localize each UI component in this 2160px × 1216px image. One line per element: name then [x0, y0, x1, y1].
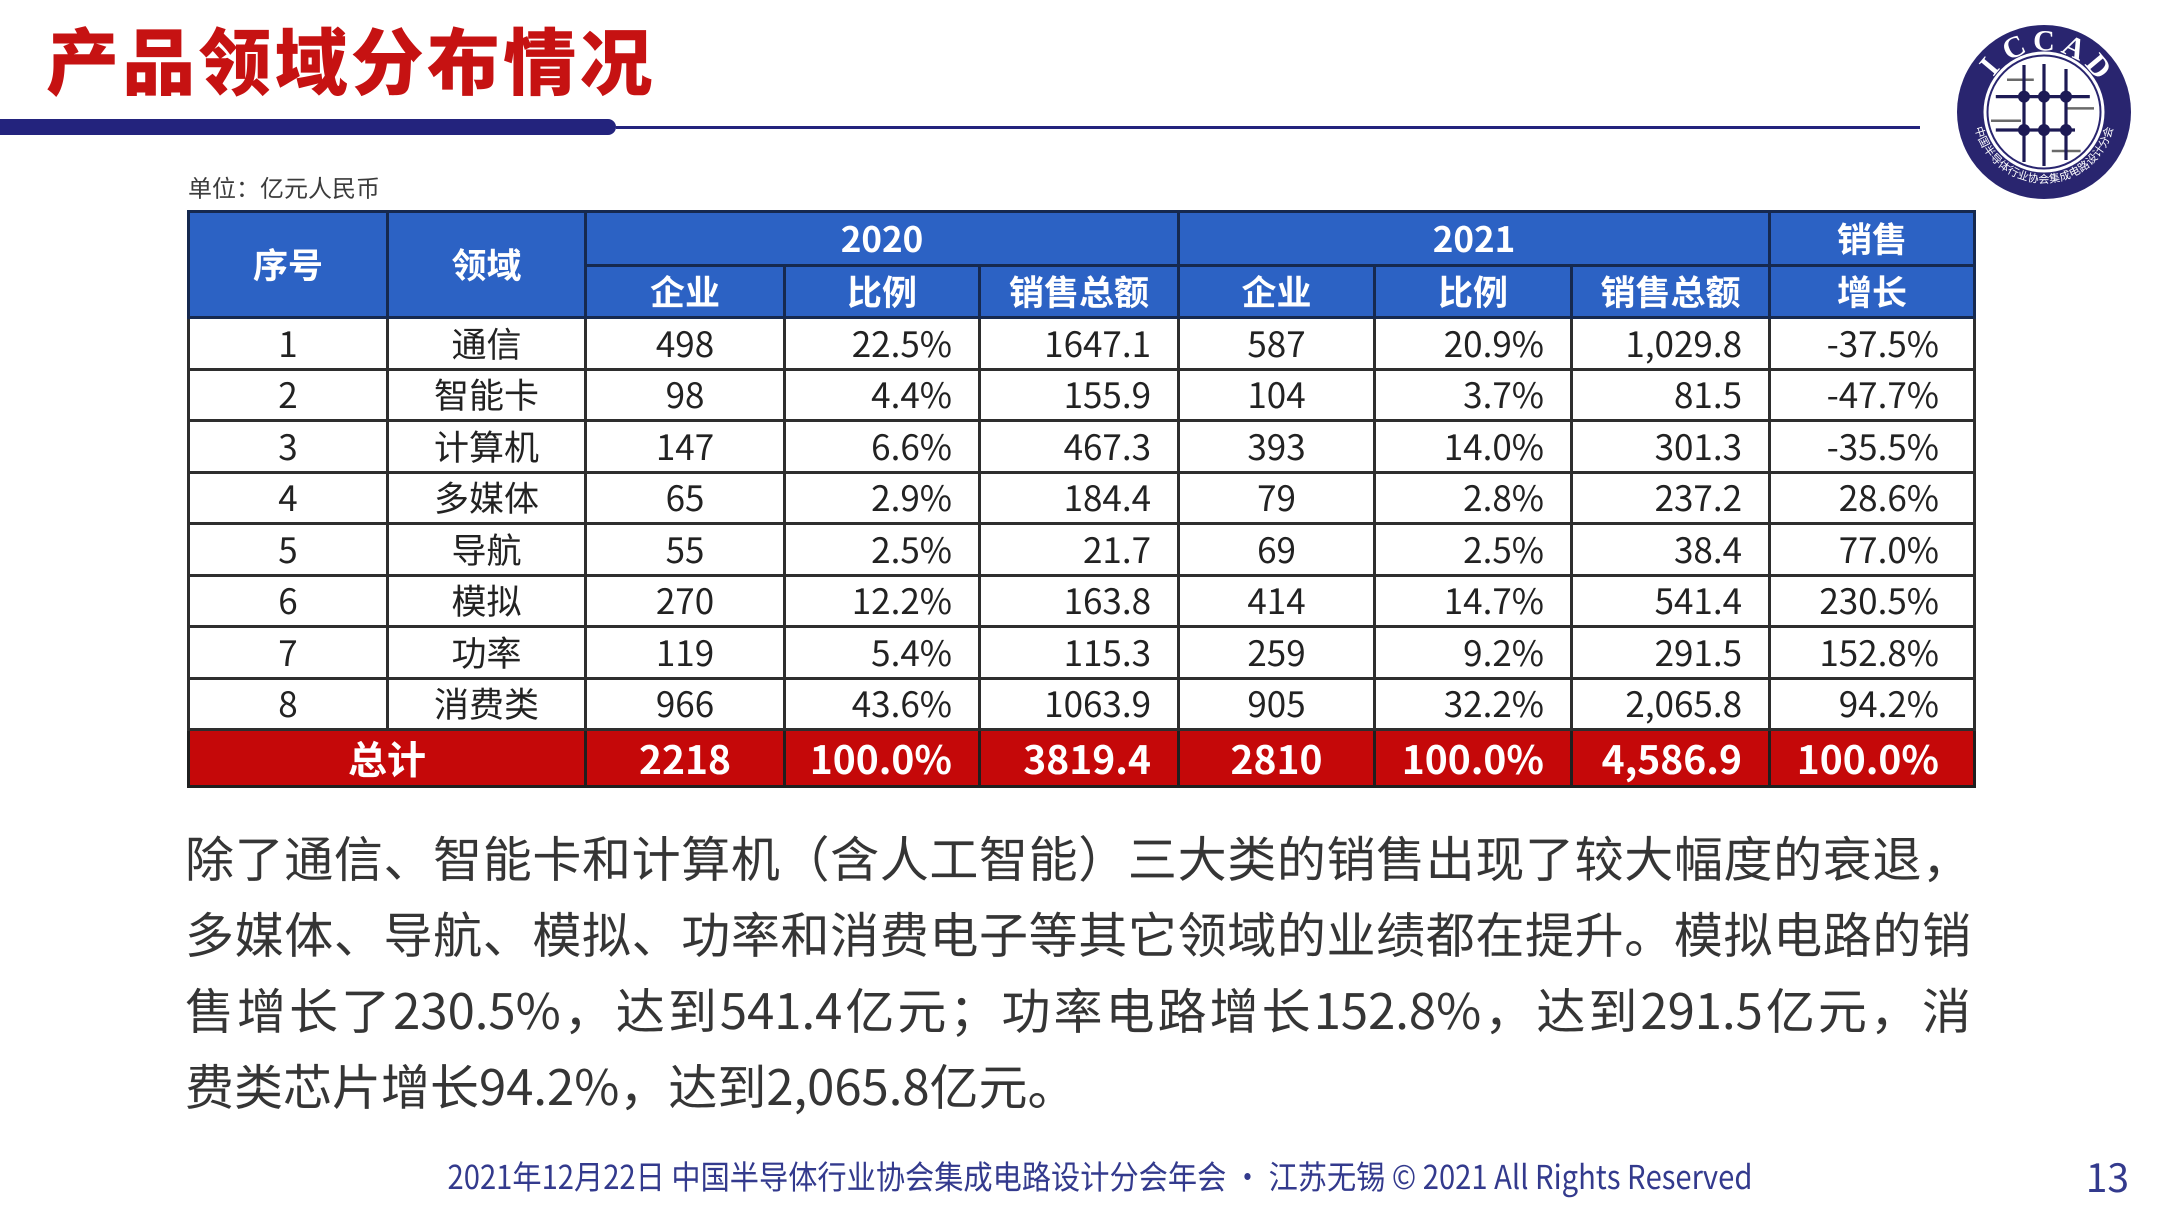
svg-text:C: C — [2033, 25, 2055, 58]
